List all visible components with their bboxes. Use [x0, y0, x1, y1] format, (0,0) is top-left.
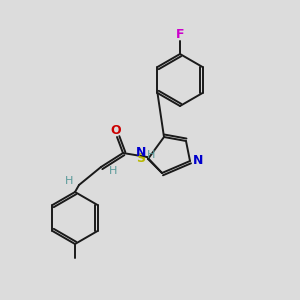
Text: N: N [136, 146, 146, 160]
Text: F: F [176, 28, 184, 40]
Text: H: H [65, 176, 73, 186]
Text: N: N [193, 154, 203, 167]
Text: S: S [136, 152, 146, 164]
Text: H: H [147, 150, 155, 160]
Text: H: H [109, 166, 117, 176]
Text: O: O [111, 124, 121, 136]
